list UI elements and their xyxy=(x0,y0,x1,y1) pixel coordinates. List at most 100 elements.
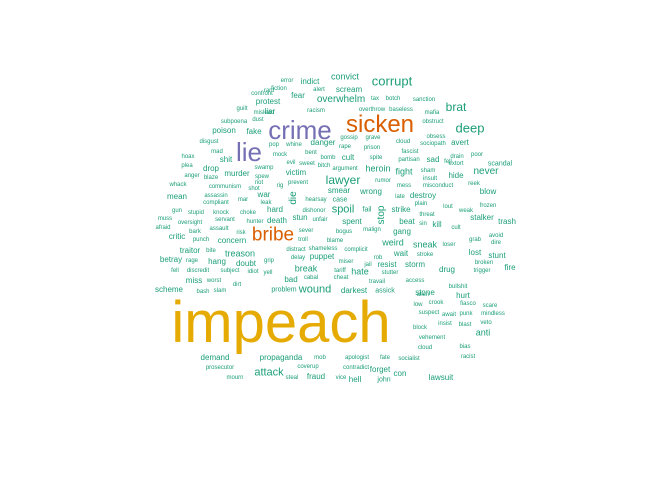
word-contradict: contradict xyxy=(342,365,370,371)
word-botch: botch xyxy=(385,96,401,102)
word-plea: plea xyxy=(181,163,193,169)
word-protest: protest xyxy=(255,97,281,106)
word-bent: bent xyxy=(305,150,317,156)
word-obstruct: obstruct xyxy=(422,119,444,125)
word-hurt: hurt xyxy=(456,291,470,300)
word-punk: punk xyxy=(459,311,473,317)
word-wait: wait xyxy=(393,249,409,258)
word-leak: leak xyxy=(260,200,272,206)
word-spew: spew xyxy=(254,174,270,180)
word-bad: bad xyxy=(284,275,298,284)
word-anti: anti xyxy=(475,327,491,338)
word-lie: lie xyxy=(235,137,263,167)
word-unfair: unfair xyxy=(312,217,328,223)
word-shameless: shameless xyxy=(308,246,338,252)
word-mafia: mafia xyxy=(424,110,440,116)
word-bias: bias xyxy=(459,344,471,350)
word-insist: insist xyxy=(438,321,452,327)
word-wrong: wrong xyxy=(360,187,382,196)
word-shit: shit xyxy=(219,155,233,164)
word-traitor: traitor xyxy=(179,246,201,255)
word-avert: avert xyxy=(451,138,469,147)
word-oversight: oversight xyxy=(177,220,203,226)
word-mar: mar xyxy=(237,197,249,203)
word-alien: alien xyxy=(416,292,430,298)
word-whine: whine xyxy=(286,142,302,148)
word-compliant: compliant xyxy=(203,200,229,206)
word-shot: shot xyxy=(248,186,260,192)
word-sever: sever xyxy=(298,228,314,234)
word-reek: reek xyxy=(468,181,480,187)
word-bomb: bomb xyxy=(320,155,336,161)
word-corrupt: corrupt xyxy=(371,73,413,89)
word-rob: rob xyxy=(373,255,383,261)
word-distract: distract xyxy=(286,247,306,253)
word-break: break xyxy=(294,263,318,274)
word-fail: fail xyxy=(362,206,372,214)
word-scandal: scandal xyxy=(487,160,513,168)
word-risk: risk xyxy=(236,230,246,236)
word-trigger: trigger xyxy=(473,268,491,274)
word-stutter: stutter xyxy=(381,270,399,276)
word-bark: bark xyxy=(189,229,201,235)
word-idiot: idiot xyxy=(247,269,259,275)
word-assault: assault xyxy=(209,226,229,232)
word-hoax: hoax xyxy=(181,154,195,160)
word-sweet: sweet xyxy=(299,161,315,167)
word-hunter: hunter xyxy=(246,219,264,225)
word-prison: prison xyxy=(363,145,381,151)
word-travail: travail xyxy=(368,279,386,285)
word-coverup: coverup xyxy=(297,364,319,370)
word-fight: fight xyxy=(395,166,413,177)
word-malign: malign xyxy=(363,227,381,233)
word-vehement: vehement xyxy=(418,335,446,341)
word-smear: smear xyxy=(327,186,351,195)
word-misconduct: misconduct xyxy=(422,183,454,189)
word-brat: brat xyxy=(445,100,467,114)
word-sneak: sneak xyxy=(412,239,438,250)
word-obsess: obsess xyxy=(426,134,446,140)
word-plain: plain xyxy=(414,201,428,207)
word-servant: servant xyxy=(215,217,235,223)
word-die: die xyxy=(288,191,299,205)
word-convict: convict xyxy=(330,71,360,82)
word-mean: mean xyxy=(166,192,188,201)
word-spent: spent xyxy=(342,217,362,226)
word-late: late xyxy=(395,194,405,200)
word-weak: weak xyxy=(458,208,474,214)
word-lost: lost xyxy=(468,248,482,257)
word-jail: jail xyxy=(364,262,372,268)
word-problem: problem xyxy=(271,286,297,294)
word-confront: confront xyxy=(251,91,273,97)
word-spoil: spoil xyxy=(331,203,355,216)
word-broken: broken xyxy=(474,260,494,266)
word-tax: tax xyxy=(370,96,380,102)
word-subject: subject xyxy=(220,268,240,274)
word-sociopath: sociopath xyxy=(420,141,446,147)
word-bullshit: bullshit xyxy=(448,284,468,290)
word-lawyer: lawyer xyxy=(325,173,361,187)
word-murder: murder xyxy=(224,169,250,178)
word-baseless: baseless xyxy=(389,107,413,113)
word-mess: mess xyxy=(396,183,412,189)
word-fraud: fraud xyxy=(306,372,326,381)
word-strike: strike xyxy=(391,205,411,214)
word-bitch: bitch xyxy=(317,163,331,169)
word-spite: spite xyxy=(369,155,383,161)
word-rape: rape xyxy=(338,144,352,150)
word-gun: gun xyxy=(171,208,183,214)
word-await: await xyxy=(441,312,457,318)
word-disgust: disgust xyxy=(199,139,219,145)
word-bite: bite xyxy=(206,248,216,254)
word-hide: hide xyxy=(448,171,464,180)
word-bribe: bribe xyxy=(251,224,295,246)
word-mob: mob xyxy=(314,355,326,361)
word-fake: fake xyxy=(246,127,262,136)
word-whack: whack xyxy=(169,182,187,188)
word-drop: drop xyxy=(202,164,220,173)
word-beat: beat xyxy=(399,217,415,226)
word-racist: racist xyxy=(460,354,476,360)
word-con: con xyxy=(393,369,407,378)
word-communism: communism xyxy=(208,184,242,190)
